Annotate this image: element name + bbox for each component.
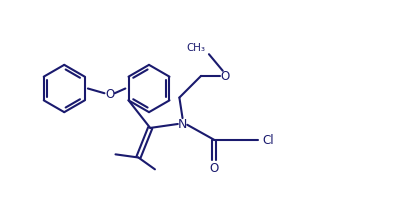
Text: O: O	[209, 162, 219, 174]
Text: Cl: Cl	[262, 134, 273, 146]
Text: O: O	[220, 70, 229, 83]
Text: O: O	[105, 87, 114, 100]
Text: CH₃: CH₃	[187, 43, 206, 53]
Text: N: N	[178, 117, 187, 130]
